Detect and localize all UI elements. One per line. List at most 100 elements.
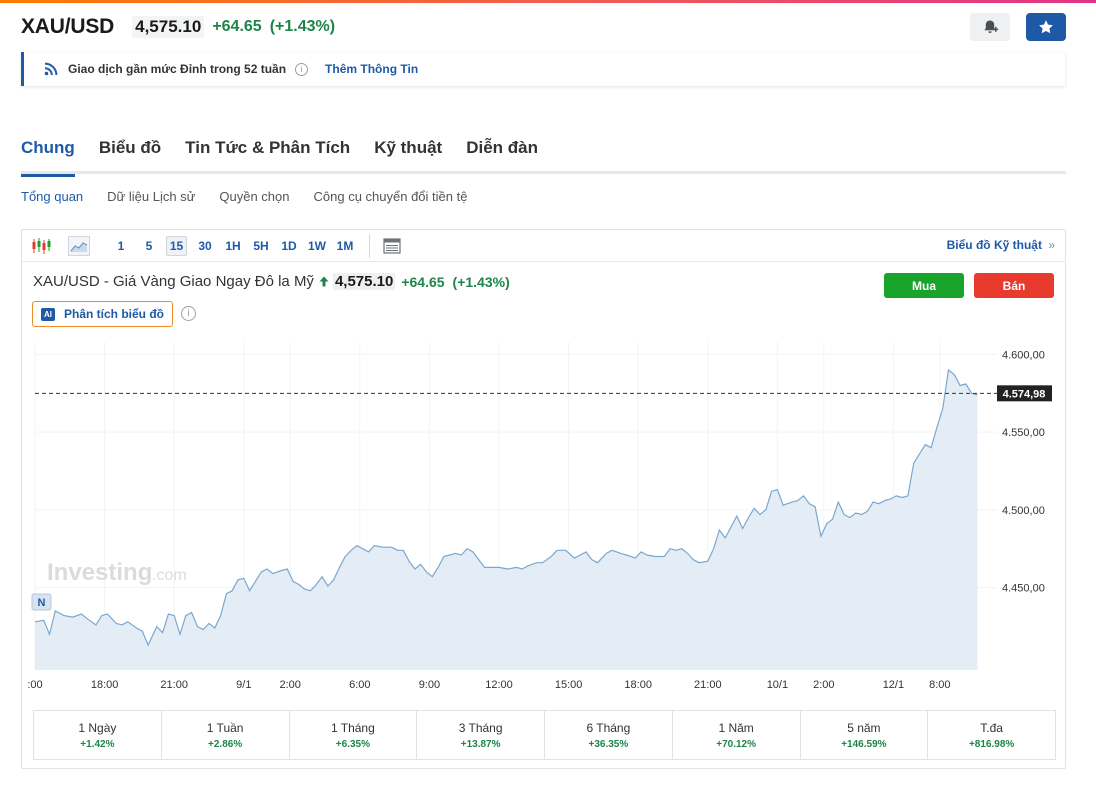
chart-toolbar: 1 5 15 30 1H 5H 1D 1W 1M Biểu đồ Kỹ thuậ… xyxy=(22,230,1065,262)
chart-price: 4,575.10 xyxy=(332,273,396,290)
perf-label: 5 năm xyxy=(847,720,881,735)
area-chart-icon xyxy=(70,242,88,252)
data-table-button[interactable] xyxy=(381,236,403,256)
info-banner: Giao dịch gần mức Đỉnh trong 52 tuần i T… xyxy=(21,52,1065,86)
perf-cell-5y[interactable]: 5 năm +146.59% xyxy=(801,711,929,759)
ai-chart-analysis-button[interactable]: AI Phân tích biểu đồ xyxy=(32,301,174,327)
perf-label: 3 Tháng xyxy=(458,720,503,735)
y-tick-label: 4.550,00 xyxy=(1002,427,1045,439)
x-tick-label: 18:00 xyxy=(91,679,119,691)
subtab-historical-data[interactable]: Dữ liệu Lịch sử xyxy=(107,189,196,204)
tab-general[interactable]: Chung xyxy=(21,136,75,177)
timeframe-30[interactable]: 30 xyxy=(198,239,212,253)
last-price-label: 4.574,98 xyxy=(1003,388,1046,400)
buy-button[interactable]: Mua xyxy=(884,273,964,298)
perf-cell-1y[interactable]: 1 Năm +70.12% xyxy=(673,711,801,759)
price-chart[interactable]: Investing .com 4.574,98 4.600,00 4.550,00 4.5… xyxy=(22,338,1065,703)
timeframe-5h[interactable]: 5H xyxy=(253,239,269,253)
star-icon xyxy=(1039,20,1053,34)
perf-value: +6.35% xyxy=(335,738,370,750)
last-price-tag xyxy=(997,385,1052,402)
performance-table: 1 Ngày +1.42% 1 Tuần +2.86% 1 Tháng +6.3… xyxy=(33,710,1056,760)
timeframe-1m[interactable]: 1M xyxy=(336,239,354,253)
event-marker-label: N xyxy=(38,597,46,609)
perf-value: +13.87% xyxy=(460,738,501,750)
perf-cell-1w[interactable]: 1 Tuần +2.86% xyxy=(162,711,290,759)
ai-icon: AI xyxy=(41,307,55,321)
timeframe-1w[interactable]: 1W xyxy=(308,239,326,253)
main-tabs: Chung Biểu đồ Tin Tức & Phân Tích Kỹ thu… xyxy=(21,136,1066,177)
watchlist-button[interactable] xyxy=(1026,13,1066,41)
perf-cell-1m[interactable]: 1 Tháng +6.35% xyxy=(290,711,418,759)
x-tick-label: 8:00 xyxy=(929,679,950,691)
perf-label: 1 Năm xyxy=(718,720,754,735)
perf-cell-max[interactable]: T.đa +816.98% xyxy=(928,711,1055,759)
perf-cell-6m[interactable]: 6 Tháng +36.35% xyxy=(545,711,673,759)
perf-label: 1 Tuần xyxy=(206,720,244,735)
bell-plus-icon xyxy=(984,20,999,33)
symbol-title: XAU/USD xyxy=(21,15,115,38)
x-tick-label: 9:00 xyxy=(419,679,440,691)
perf-value: +1.42% xyxy=(80,738,115,750)
timeframe-5[interactable]: 5 xyxy=(145,239,153,253)
watermark-logo: Investing xyxy=(47,559,152,586)
candlestick-chart-button[interactable] xyxy=(30,236,52,256)
x-tick-label: 15:00 xyxy=(555,679,583,691)
perf-value: +36.35% xyxy=(588,738,629,750)
perf-label: T.đa xyxy=(980,720,1003,735)
timeframe-1[interactable]: 1 xyxy=(117,239,125,253)
tab-technical[interactable]: Kỹ thuật xyxy=(374,138,443,157)
subtab-options[interactable]: Quyền chọn xyxy=(219,189,290,204)
perf-label: 1 Tháng xyxy=(330,720,375,735)
technical-chart-link[interactable]: Biểu đồ Kỹ thuật » xyxy=(947,238,1055,252)
chart-change-pct: (+1.43%) xyxy=(452,273,510,290)
chart-instrument-name: XAU/USD - Giá Vàng Giao Ngay Đô la Mỹ xyxy=(33,273,314,290)
x-tick-label: 2:00 xyxy=(279,679,300,691)
info-icon[interactable]: i xyxy=(181,306,196,321)
x-tick-label: 6:00 xyxy=(349,679,370,691)
perf-value: +146.59% xyxy=(841,738,887,750)
x-tick-label: 18:00 xyxy=(624,679,652,691)
event-marker xyxy=(31,593,52,611)
x-tick-label: 9/1 xyxy=(236,679,251,691)
subtab-overview[interactable]: Tổng quan xyxy=(21,189,84,204)
double-chevron-icon: » xyxy=(1048,238,1055,252)
perf-cell-1d[interactable]: 1 Ngày +1.42% xyxy=(34,711,162,759)
x-tick-label: 2:00 xyxy=(813,679,834,691)
x-tick-label: :00 xyxy=(27,679,42,691)
sell-button[interactable]: Bán xyxy=(974,273,1054,298)
tab-forum[interactable]: Diễn đàn xyxy=(466,138,538,157)
subtab-currency-converter[interactable]: Công cụ chuyển đổi tiền tệ xyxy=(313,189,468,204)
timeframe-1h[interactable]: 1H xyxy=(225,239,241,253)
timeframe-15[interactable]: 15 xyxy=(166,236,187,256)
chart-title-row: XAU/USD - Giá Vàng Giao Ngay Đô la Mỹ 4,… xyxy=(33,273,510,290)
quote-header: XAU/USD 4,575.10 +64.65 (+1.43%) xyxy=(21,14,335,40)
tab-chart[interactable]: Biểu đồ xyxy=(98,138,162,157)
sub-tabs: Tổng quan Dữ liệu Lịch sử Quyền chọn Côn… xyxy=(21,189,491,204)
x-tick-label: 12/1 xyxy=(883,679,904,691)
perf-cell-3m[interactable]: 3 Tháng +13.87% xyxy=(417,711,545,759)
table-icon xyxy=(383,238,401,254)
header-change-pct: (+1.43%) xyxy=(269,18,336,35)
perf-value: +70.12% xyxy=(716,738,756,750)
perf-label: 6 Tháng xyxy=(586,720,631,735)
alert-button[interactable] xyxy=(970,13,1010,41)
header-price: 4,575.10 xyxy=(132,16,205,38)
toolbar-divider xyxy=(369,234,370,258)
timeframe-1d[interactable]: 1D xyxy=(281,239,297,253)
price-area xyxy=(35,370,978,670)
area-chart-button[interactable] xyxy=(68,236,90,256)
candlestick-icon xyxy=(32,238,51,254)
chart-change: +64.65 xyxy=(401,273,445,290)
rss-icon xyxy=(44,62,58,76)
tab-news-analysis[interactable]: Tin Tức & Phân Tích xyxy=(185,138,351,157)
arrow-up-icon xyxy=(319,276,329,287)
perf-value: +816.98% xyxy=(968,738,1015,750)
price-line xyxy=(34,368,978,647)
info-icon[interactable]: i xyxy=(295,62,309,76)
chart-card: 1 5 15 30 1H 5H 1D 1W 1M Biểu đồ Kỹ thuậ… xyxy=(21,229,1066,769)
more-info-link[interactable]: Thêm Thông Tin xyxy=(325,62,419,76)
ai-analysis-label: Phân tích biểu đồ xyxy=(64,307,165,321)
header-change: +64.65 xyxy=(212,18,262,35)
x-tick-label: 21:00 xyxy=(694,679,722,691)
